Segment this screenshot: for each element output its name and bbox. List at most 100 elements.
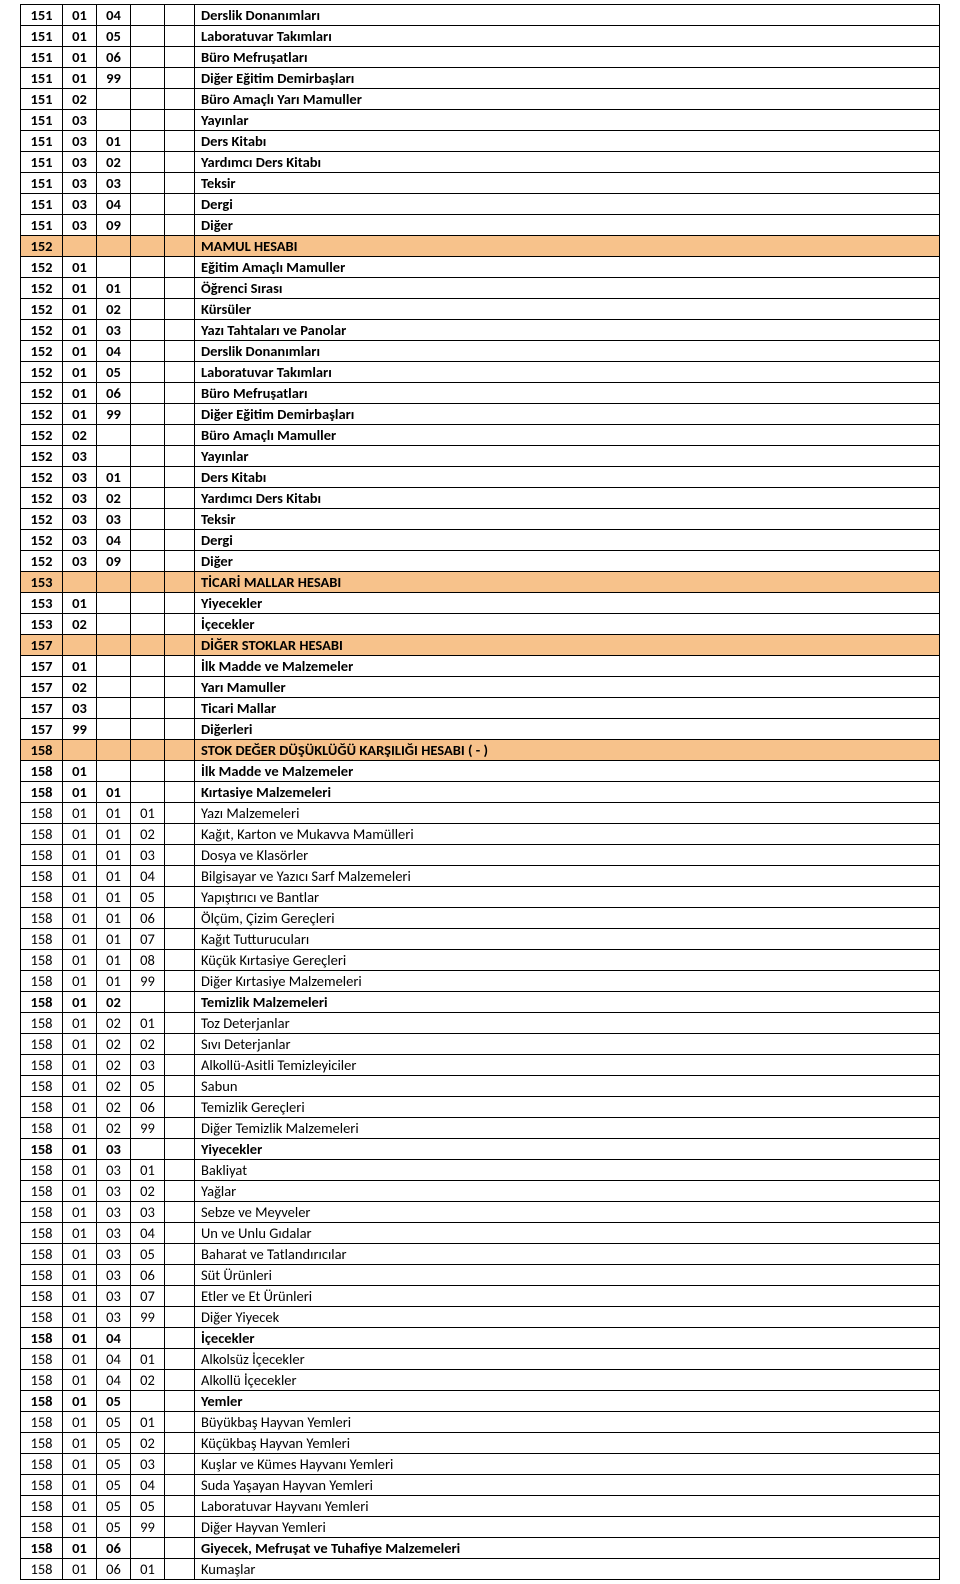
table-row: 15302İçecekler	[21, 614, 940, 635]
code-cell: 02	[97, 488, 131, 509]
code-cell: 158	[21, 1181, 63, 1202]
code-cell: 01	[63, 824, 97, 845]
code-cell: 02	[97, 1097, 131, 1118]
table-row: 153TİCARİ MALLAR HESABI	[21, 572, 940, 593]
code-cell: 01	[131, 1160, 165, 1181]
code-cell	[97, 257, 131, 278]
table-row: 1520302Yardımcı Ders Kitabı	[21, 488, 940, 509]
code-cell: 158	[21, 1139, 63, 1160]
code-cell: 152	[21, 446, 63, 467]
table-row: 158010501Büyükbaş Hayvan Yemleri	[21, 1412, 940, 1433]
table-row: 1510302Yardımcı Ders Kitabı	[21, 152, 940, 173]
table-row: 158010505Laboratuvar Hayvanı Yemleri	[21, 1496, 940, 1517]
desc-cell: Kuşlar ve Kümes Hayvanı Yemleri	[195, 1454, 940, 1475]
table-row: 158010103Dosya ve Klasörler	[21, 845, 940, 866]
code-cell: 152	[21, 362, 63, 383]
code-cell: 01	[63, 1055, 97, 1076]
code-cell: 158	[21, 1223, 63, 1244]
code-cell: 01	[63, 1160, 97, 1181]
code-cell: 151	[21, 173, 63, 194]
code-cell	[165, 299, 195, 320]
code-cell: 158	[21, 1202, 63, 1223]
code-cell: 151	[21, 5, 63, 26]
code-cell: 01	[63, 887, 97, 908]
code-cell	[165, 971, 195, 992]
code-cell: 01	[97, 971, 131, 992]
desc-cell: Yapıştırıcı ve Bantlar	[195, 887, 940, 908]
desc-cell: Kırtasiye Malzemeleri	[195, 782, 940, 803]
code-cell: 158	[21, 1538, 63, 1559]
table-row: 158010108Küçük Kırtasiye Gereçleri	[21, 950, 940, 971]
code-cell: 01	[131, 1013, 165, 1034]
code-cell	[97, 719, 131, 740]
code-cell	[131, 299, 165, 320]
code-cell: 151	[21, 68, 63, 89]
code-cell: 04	[97, 530, 131, 551]
code-cell: 02	[131, 1433, 165, 1454]
code-cell	[165, 1496, 195, 1517]
code-cell: 01	[97, 824, 131, 845]
code-cell: 05	[131, 1244, 165, 1265]
table-row: 158010202Sıvı Deterjanlar	[21, 1034, 940, 1055]
code-cell	[131, 47, 165, 68]
code-cell: 157	[21, 698, 63, 719]
code-cell	[131, 194, 165, 215]
code-cell: 02	[97, 1013, 131, 1034]
code-cell	[165, 1034, 195, 1055]
code-cell: 05	[97, 1454, 131, 1475]
desc-cell: Kürsüler	[195, 299, 940, 320]
code-cell: 01	[63, 1139, 97, 1160]
code-cell	[165, 5, 195, 26]
code-cell: 03	[63, 551, 97, 572]
table-row: 15801İlk Madde ve Malzemeler	[21, 761, 940, 782]
table-row: 1580102Temizlik Malzemeleri	[21, 992, 940, 1013]
code-cell: 03	[97, 1223, 131, 1244]
table-row: 1510303Teksir	[21, 173, 940, 194]
desc-cell: Ders Kitabı	[195, 131, 940, 152]
code-cell	[165, 845, 195, 866]
desc-cell: Diğer	[195, 551, 940, 572]
code-cell	[131, 467, 165, 488]
code-cell: 01	[63, 1286, 97, 1307]
code-cell: 01	[63, 1265, 97, 1286]
table-row: 158010199Diğer Kırtasiye Malzemeleri	[21, 971, 940, 992]
code-cell: 01	[63, 1559, 97, 1580]
table-row: 1520304Dergi	[21, 530, 940, 551]
desc-cell: Sebze ve Meyveler	[195, 1202, 940, 1223]
code-cell	[165, 467, 195, 488]
desc-cell: Ticari Mallar	[195, 698, 940, 719]
code-cell: 05	[97, 362, 131, 383]
code-cell	[165, 404, 195, 425]
code-cell: 151	[21, 110, 63, 131]
code-cell: 01	[97, 782, 131, 803]
code-cell: 158	[21, 1412, 63, 1433]
code-cell	[165, 257, 195, 278]
table-row: 1520105Laboratuvar Takımları	[21, 362, 940, 383]
code-cell	[165, 173, 195, 194]
code-cell: 158	[21, 1433, 63, 1454]
code-cell	[165, 236, 195, 257]
code-cell: 01	[63, 1496, 97, 1517]
desc-cell: Öğrenci Sırası	[195, 278, 940, 299]
code-cell	[165, 68, 195, 89]
code-cell: 158	[21, 887, 63, 908]
table-row: 1520104Derslik Donanımları	[21, 341, 940, 362]
code-cell	[131, 278, 165, 299]
desc-cell: Suda Yaşayan Hayvan Yemleri	[195, 1475, 940, 1496]
desc-cell: Dergi	[195, 530, 940, 551]
table-row: 158010601Kumaşlar	[21, 1559, 940, 1580]
code-cell	[165, 866, 195, 887]
code-cell: 99	[131, 1118, 165, 1139]
desc-cell: Toz Deterjanlar	[195, 1013, 940, 1034]
desc-cell: Bakliyat	[195, 1160, 940, 1181]
code-cell	[97, 740, 131, 761]
code-cell: 01	[97, 131, 131, 152]
code-cell: 99	[131, 1307, 165, 1328]
table-row: 1580105Yemler	[21, 1391, 940, 1412]
code-cell	[165, 1538, 195, 1559]
code-cell: 03	[63, 509, 97, 530]
desc-cell: Alkollü-Asitli Temizleyiciler	[195, 1055, 940, 1076]
table-row: 1520102Kürsüler	[21, 299, 940, 320]
code-cell: 02	[131, 1181, 165, 1202]
code-cell: 01	[63, 866, 97, 887]
